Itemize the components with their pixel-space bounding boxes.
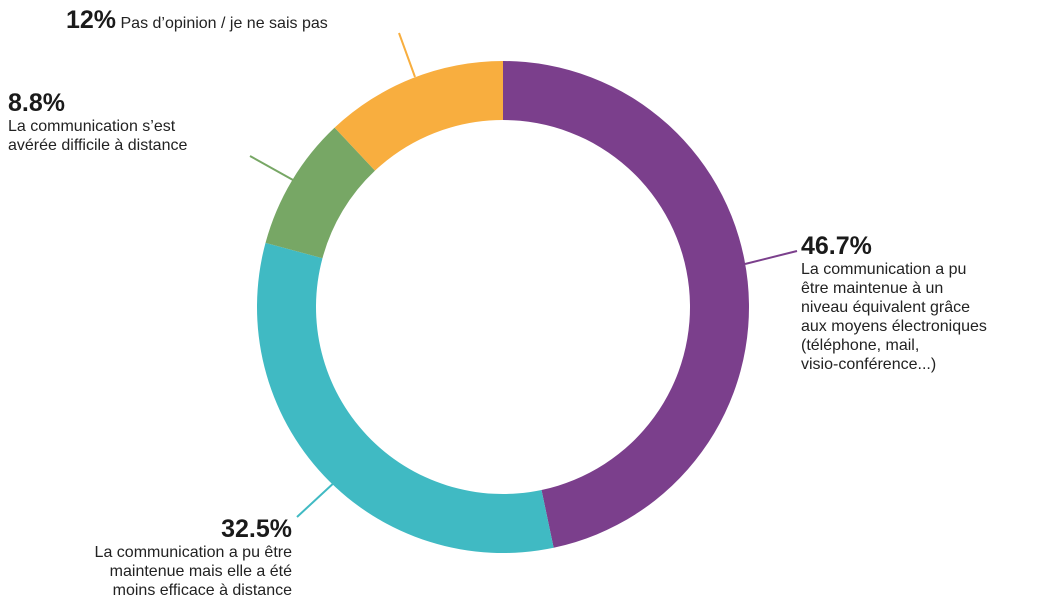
- leader-line-2: [249, 155, 294, 181]
- desc-line-0-3: aux moyens électroniques: [801, 318, 987, 335]
- desc-line-1-1: maintenue mais elle a été: [109, 563, 292, 580]
- donut-slice-3: [334, 61, 503, 171]
- desc-line-1-2: moins efficace à distance: [112, 582, 292, 599]
- label-slice-2: 8.8% La communication s’est avérée diffi…: [8, 89, 187, 155]
- desc-line-1-0: La communication a pu être: [94, 544, 292, 561]
- percent-label-3: 12%: [66, 6, 117, 34]
- desc-line-2-1: avérée difficile à distance: [8, 137, 188, 154]
- donut-slice-2: [265, 127, 375, 259]
- donut-slice-0: [503, 61, 749, 548]
- leader-line-0: [744, 250, 798, 265]
- desc-line-0-4: (téléphone, mail,: [801, 337, 920, 354]
- leader-line-3: [398, 32, 416, 78]
- leader-line-1: [296, 479, 338, 518]
- donut-slice-1: [256, 242, 554, 553]
- desc-line-2-0: La communication s’est: [8, 118, 176, 135]
- desc-line-3-0: Pas d’opinion / je ne sais pas: [120, 15, 328, 32]
- label-slice-1: 32.5% La communication a pu être mainten…: [95, 515, 292, 600]
- percent-label-2: 8.8%: [8, 89, 65, 117]
- desc-line-0-1: être maintenue à un: [801, 280, 944, 297]
- label-slice-3: 12% Pas d’opinion / je ne sais pas: [66, 6, 328, 34]
- desc-line-0-5: visio-conférence...): [801, 356, 937, 373]
- desc-line-0-2: niveau équivalent grâce: [801, 299, 971, 316]
- label-slice-0: 46.7% La communication a pu être mainten…: [801, 232, 987, 374]
- desc-line-0-0: La communication a pu: [801, 261, 967, 278]
- percent-label-0: 46.7%: [801, 232, 872, 260]
- percent-label-1: 32.5%: [221, 515, 292, 543]
